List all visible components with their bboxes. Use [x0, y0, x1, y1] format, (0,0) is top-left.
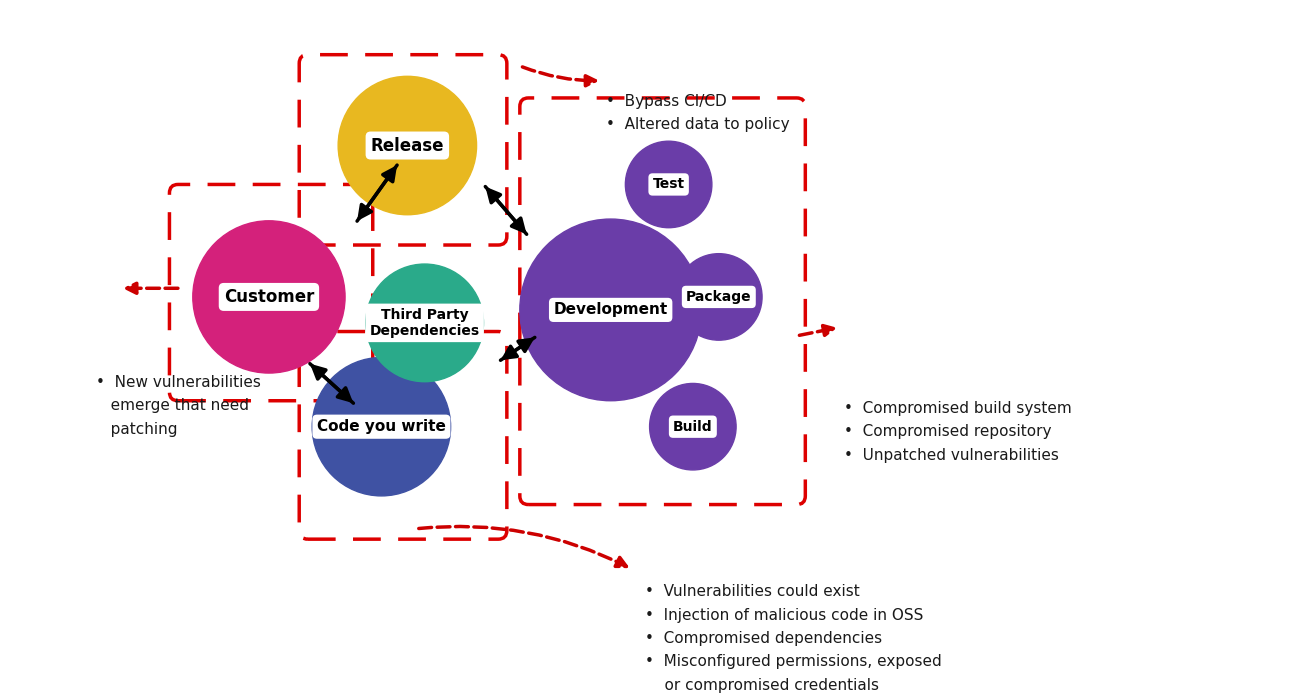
Text: Third Party
Dependencies: Third Party Dependencies	[370, 308, 480, 338]
Text: •  Bypass CI/CD
•  Altered data to policy: • Bypass CI/CD • Altered data to policy	[607, 94, 789, 132]
Text: •  New vulnerabilities
   emerge that need
   patching: • New vulnerabilities emerge that need p…	[96, 375, 261, 436]
Text: Test: Test	[652, 177, 685, 191]
Circle shape	[193, 221, 345, 373]
Circle shape	[650, 383, 736, 470]
Text: •  Compromised build system
•  Compromised repository
•  Unpatched vulnerabiliti: • Compromised build system • Compromised…	[844, 401, 1071, 463]
Text: Build: Build	[673, 419, 713, 433]
Circle shape	[366, 264, 484, 382]
Text: Code you write: Code you write	[317, 419, 446, 434]
Text: Customer: Customer	[224, 288, 314, 306]
Circle shape	[625, 141, 712, 228]
Text: Development: Development	[554, 302, 668, 318]
Text: •  Vulnerabilities could exist
•  Injection of malicious code in OSS
•  Compromi: • Vulnerabilities could exist • Injectio…	[646, 584, 942, 692]
Circle shape	[338, 76, 476, 215]
Circle shape	[675, 253, 762, 340]
Text: Release: Release	[370, 137, 444, 154]
Text: Package: Package	[686, 290, 752, 304]
Circle shape	[520, 219, 701, 401]
Circle shape	[312, 357, 450, 496]
